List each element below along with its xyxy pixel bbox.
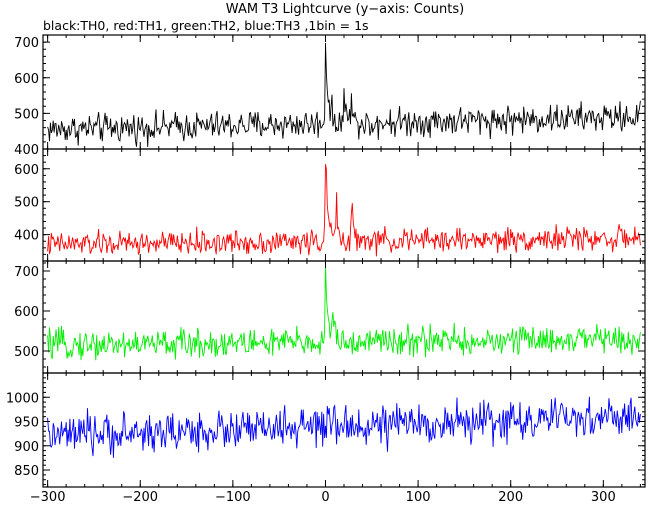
series-line-th1 xyxy=(47,164,641,257)
panel-th3: 850 900 950 1000 xyxy=(6,372,646,488)
x-axis: −300 −200 −100 0 100 200 300 xyxy=(30,490,616,505)
x-tick-label: 200 xyxy=(498,490,523,505)
y-tick-label: 500 xyxy=(14,345,39,360)
panel-th1: 400 500 600 xyxy=(14,148,646,262)
series-line-th0 xyxy=(47,42,641,147)
y-tick-label: 400 xyxy=(14,229,39,244)
y-tick-label: 950 xyxy=(14,416,39,431)
chart-subtitle: black:TH0, red:TH1, green:TH2, blue:TH3 … xyxy=(43,18,369,33)
y-tick-label: 850 xyxy=(14,464,39,479)
y-tick-label: 400 xyxy=(14,143,39,158)
y-tick-label: 500 xyxy=(14,107,39,122)
x-tick-label: −200 xyxy=(122,490,158,505)
y-tick-label: 700 xyxy=(14,265,39,280)
series-line-th3 xyxy=(47,396,641,458)
chart-title: WAM T3 Lightcurve (y−axis: Counts) xyxy=(226,2,464,17)
y-tick-label: 600 xyxy=(14,305,39,320)
y-tick-label: 600 xyxy=(14,163,39,178)
x-tick-label: −300 xyxy=(30,490,66,505)
y-tick-label: 700 xyxy=(14,36,39,51)
x-tick-label: −100 xyxy=(215,490,251,505)
y-tick-label: 1000 xyxy=(6,391,39,406)
y-tick-label: 500 xyxy=(14,196,39,211)
panel-frame xyxy=(42,260,646,374)
panel-th0: 400 500 600 700 xyxy=(14,34,646,158)
x-tick-label: 0 xyxy=(321,490,329,505)
x-tick-label: 300 xyxy=(591,490,616,505)
series-line-th2 xyxy=(47,263,641,361)
panels-group: 400 500 600 700 400 500 600 500 600 700 850 900 950 1… xyxy=(6,34,646,488)
panel-th2: 500 600 700 xyxy=(14,260,646,374)
x-tick-label: 100 xyxy=(406,490,431,505)
y-tick-label: 900 xyxy=(14,440,39,455)
y-tick-label: 600 xyxy=(14,72,39,87)
